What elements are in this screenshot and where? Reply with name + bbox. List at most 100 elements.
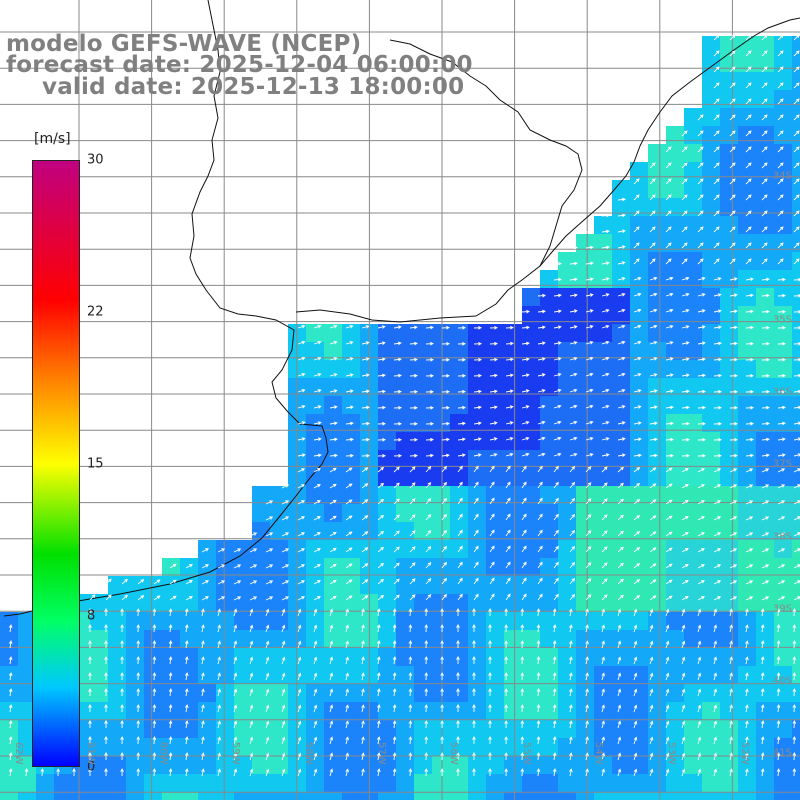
wind-arrow [760,736,765,745]
speed-cell [414,702,432,720]
speed-cell [594,270,612,288]
speed-cell [378,558,396,576]
wind-arrow [552,768,557,777]
wind-arrow [777,405,786,410]
speed-cell [180,612,198,630]
wind-arrow [793,468,800,473]
wind-arrow [793,516,800,521]
wind-arrow [553,277,562,282]
wind-arrow [489,529,495,537]
wind-arrow [265,688,270,697]
wind-arrow [217,608,221,617]
wind-arrow [552,608,557,617]
speed-cell [540,576,558,594]
speed-cell [234,720,252,738]
speed-cell [612,558,630,576]
wind-arrow [361,421,370,426]
wind-arrow [792,656,797,665]
wind-arrow [617,704,622,713]
latitude-label: 40S [772,675,792,687]
speed-cell [324,612,342,630]
valid-date-text: valid date: 2025-12-13 18:00:00 [42,74,465,100]
speed-cell [198,720,216,738]
wind-arrow [665,704,670,713]
speed-cell [648,738,666,756]
wind-arrow [793,50,800,57]
wind-arrow [553,452,562,457]
speed-cell [450,738,468,756]
wind-arrow [713,242,720,249]
wind-arrow [184,624,189,633]
wind-arrow [649,162,656,169]
speed-cell [504,648,522,666]
speed-cell [648,270,666,288]
wind-arrow [441,358,450,362]
wind-arrow [297,484,306,489]
wind-arrow [601,736,606,745]
speed-cell [666,468,684,486]
speed-cell [198,612,216,630]
wind-arrow [521,452,530,457]
wind-arrow [776,752,781,761]
wind-arrow [184,720,189,729]
wind-arrow [713,293,722,297]
wind-arrow [408,672,413,681]
wind-arrow [440,752,444,761]
speed-cell [414,468,432,486]
speed-cell [576,774,594,792]
wind-arrow [633,499,641,505]
speed-cell [90,684,108,702]
wind-arrow [649,308,658,313]
speed-cell [450,360,468,378]
speed-cell [216,648,234,666]
wind-arrow [504,736,508,745]
speed-cell [702,342,720,360]
speed-cell [630,720,648,738]
wind-arrow [713,325,722,330]
wind-arrow [585,420,594,425]
wind-arrow [361,579,369,585]
speed-cell [594,486,612,504]
wind-arrow [520,624,525,633]
speed-cell [306,720,324,738]
speed-cell [756,486,774,504]
speed-cell [504,594,522,612]
speed-cell [612,594,630,612]
wind-arrow [329,421,338,426]
speed-cell [162,594,180,612]
speed-cell [450,450,468,468]
wind-arrow [681,672,686,681]
wind-arrow [777,468,786,473]
wind-arrow [649,624,654,633]
wind-arrow [440,640,444,649]
wind-arrow [152,656,157,665]
wind-arrow [329,324,338,329]
speed-cell [486,594,504,612]
speed-cell [792,270,800,288]
speed-cell [270,594,288,612]
wind-arrow [136,720,141,729]
latitude-label: 39S [772,603,792,615]
wind-arrow [713,309,722,313]
speed-cell [504,756,522,774]
wind-arrow [649,178,656,185]
wind-arrow [745,548,754,553]
wind-arrow [649,357,658,361]
speed-cell [270,756,288,774]
speed-cell [540,684,558,702]
speed-cell [324,414,342,432]
wind-arrow [745,752,749,761]
speed-cell [720,396,738,414]
speed-cell [594,252,612,270]
wind-arrow [201,608,205,617]
speed-cell [756,72,774,90]
speed-cell [594,396,612,414]
speed-cell [306,738,324,756]
wind-arrow [681,563,689,569]
wind-arrow [633,752,638,761]
speed-cell [684,504,702,522]
wind-arrow [8,672,13,681]
speed-cell [720,180,738,198]
speed-cell [630,630,648,648]
wind-arrow [249,656,254,665]
